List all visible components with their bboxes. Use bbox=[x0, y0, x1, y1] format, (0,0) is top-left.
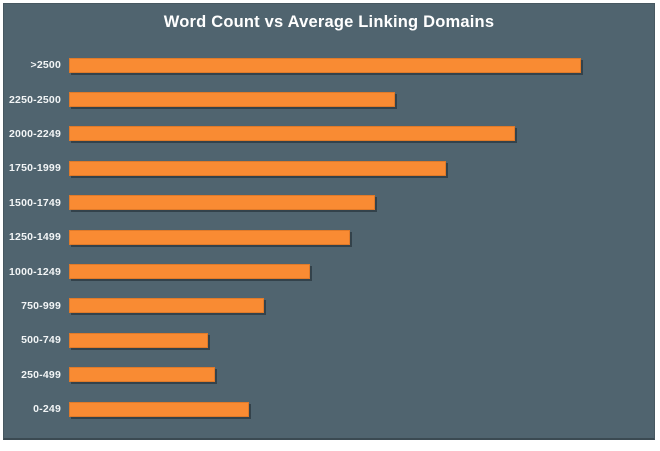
bar-area bbox=[69, 401, 642, 417]
bar bbox=[69, 195, 376, 211]
bar-area bbox=[69, 195, 642, 211]
bar bbox=[69, 57, 582, 73]
bar-row: 1750-1999 bbox=[4, 151, 642, 185]
bar-row: 2250-2500 bbox=[4, 82, 642, 116]
bar-area bbox=[69, 126, 642, 142]
chart-title: Word Count vs Average Linking Domains bbox=[163, 13, 495, 31]
bar-area bbox=[69, 92, 642, 108]
category-label: 500-749 bbox=[21, 334, 61, 347]
category-label: 1000-1249 bbox=[8, 265, 61, 278]
bar bbox=[69, 332, 209, 348]
bar-area bbox=[69, 229, 642, 245]
bar-row: 500-749 bbox=[4, 323, 642, 357]
bar-row: 750-999 bbox=[4, 289, 642, 323]
bar-area bbox=[69, 332, 642, 348]
bar bbox=[69, 401, 250, 417]
category-label: 2000-2249 bbox=[8, 127, 61, 140]
bar-area bbox=[69, 298, 642, 314]
bar-row: >2500 bbox=[4, 48, 642, 82]
bar-row: 250-499 bbox=[4, 358, 642, 392]
bar-row: 0-249 bbox=[4, 392, 642, 426]
chart-panel: Word Count vs Average Linking Domains >2… bbox=[3, 3, 655, 440]
bar bbox=[69, 298, 264, 314]
category-label: >2500 bbox=[30, 59, 61, 72]
bar bbox=[69, 367, 215, 383]
bar-row: 1250-1499 bbox=[4, 220, 642, 254]
category-label: 1750-1999 bbox=[8, 162, 61, 175]
bar-rows: >2500 2250-2500 2000-2249 1750-1999 1500-174… bbox=[4, 48, 642, 426]
category-label: 250-499 bbox=[21, 368, 61, 381]
category-label: 750-999 bbox=[21, 299, 61, 312]
category-label: 1250-1499 bbox=[8, 231, 61, 244]
bar-row: 1500-1749 bbox=[4, 186, 642, 220]
bar-area bbox=[69, 367, 642, 383]
category-label: 2250-2500 bbox=[8, 93, 61, 106]
bar bbox=[69, 229, 351, 245]
bar-area bbox=[69, 57, 642, 73]
bar-area bbox=[69, 160, 642, 176]
bar bbox=[69, 264, 310, 280]
bar bbox=[69, 160, 447, 176]
category-label: 1500-1749 bbox=[8, 196, 61, 209]
bar bbox=[69, 92, 396, 108]
bar-area bbox=[69, 264, 642, 280]
bar bbox=[69, 126, 515, 142]
category-label: 0-249 bbox=[33, 403, 61, 416]
bar-row: 1000-1249 bbox=[4, 254, 642, 288]
bar-row: 2000-2249 bbox=[4, 117, 642, 151]
